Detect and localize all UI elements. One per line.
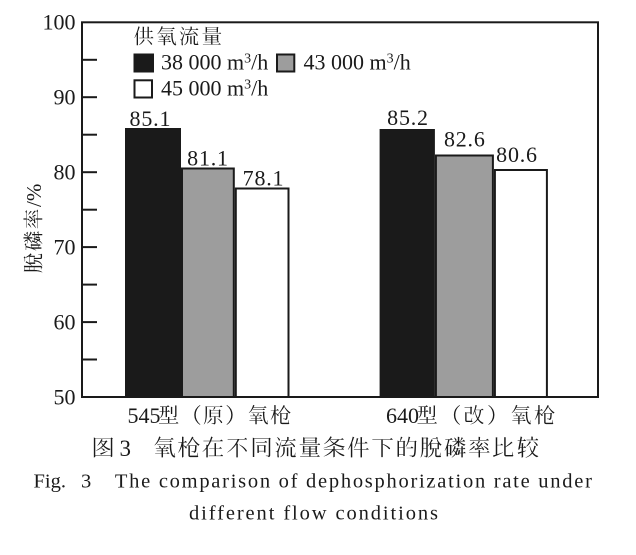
- svg-text:81.1: 81.1: [187, 146, 229, 171]
- svg-text:85.1: 85.1: [130, 106, 172, 131]
- svg-text:100: 100: [43, 10, 76, 35]
- svg-text:The comparison of dephosphoriz: The comparison of dephosphorization rate…: [115, 471, 592, 493]
- svg-text:Fig.: Fig.: [34, 471, 66, 493]
- svg-text:3: 3: [120, 436, 132, 461]
- svg-text:640: 640: [386, 403, 419, 428]
- svg-text:545: 545: [128, 403, 161, 428]
- svg-text:45 000 m3/h: 45 000 m3/h: [161, 76, 268, 101]
- svg-text:80.6: 80.6: [496, 142, 538, 167]
- svg-text:85.2: 85.2: [387, 105, 429, 130]
- svg-text:90: 90: [54, 85, 76, 110]
- svg-text:3: 3: [81, 471, 91, 493]
- svg-text:50: 50: [54, 384, 76, 409]
- svg-text:43 000 m3/h: 43 000 m3/h: [304, 50, 411, 75]
- svg-text:82.6: 82.6: [444, 126, 486, 151]
- svg-text:78.1: 78.1: [243, 166, 285, 191]
- svg-text:80: 80: [54, 160, 76, 185]
- svg-text:70: 70: [54, 234, 76, 259]
- svg-text:38 000 m3/h: 38 000 m3/h: [161, 50, 268, 75]
- svg-text:/%: /%: [22, 184, 46, 207]
- svg-text:different flow conditions: different flow conditions: [189, 503, 438, 525]
- svg-text:60: 60: [54, 309, 76, 334]
